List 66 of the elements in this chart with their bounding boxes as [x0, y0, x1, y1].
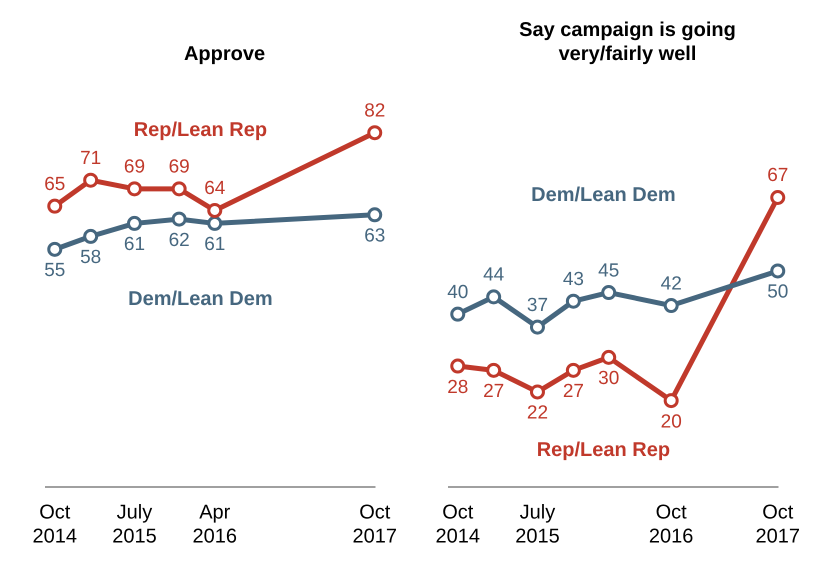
data-label: 27 — [483, 381, 504, 402]
x-tick-label: July 2015 — [112, 502, 157, 548]
data-label: 58 — [80, 247, 102, 268]
data-label: 45 — [598, 260, 620, 282]
data-label: 30 — [598, 368, 620, 390]
point — [486, 289, 502, 304]
series-label: Rep/Lean Rep — [536, 439, 670, 462]
data-label: 82 — [364, 100, 386, 122]
point — [172, 212, 187, 227]
x-tick-label: Oct 2017 — [756, 502, 800, 548]
x-tick-label: Oct 2017 — [352, 502, 398, 548]
point — [83, 228, 98, 244]
data-label: 65 — [44, 174, 66, 195]
data-label: 62 — [168, 230, 190, 251]
data-label: 67 — [767, 165, 788, 186]
point — [770, 190, 786, 206]
point — [47, 198, 62, 214]
data-label: 44 — [483, 264, 505, 286]
point — [566, 362, 581, 378]
point — [486, 362, 502, 378]
data-label: 61 — [204, 234, 226, 256]
data-label: 64 — [204, 178, 226, 200]
point — [47, 242, 62, 257]
point — [126, 216, 142, 231]
data-label: 55 — [44, 260, 66, 282]
data-label: 27 — [562, 381, 584, 402]
data-label: 20 — [660, 411, 682, 432]
data-label: 61 — [124, 234, 146, 256]
point — [367, 207, 382, 222]
x-tick-label: Oct 2016 — [648, 502, 694, 548]
data-label: 28 — [447, 376, 468, 398]
point — [664, 393, 679, 408]
chart-title: Approve — [182, 42, 266, 66]
point — [530, 320, 545, 335]
point — [450, 306, 466, 322]
point — [367, 125, 382, 140]
data-label: 69 — [124, 156, 146, 178]
point — [172, 181, 187, 196]
series-label: Rep/Lean Rep — [134, 119, 268, 142]
point — [207, 216, 222, 231]
point — [450, 358, 466, 374]
point — [601, 350, 616, 365]
text: Dem/Lean Dem — [531, 184, 676, 206]
point — [770, 263, 786, 278]
data-label: 42 — [660, 273, 682, 294]
x-tick-label: Oct 2014 — [32, 502, 78, 548]
point — [83, 172, 98, 188]
point — [601, 285, 616, 300]
data-label: 43 — [562, 268, 584, 290]
point — [566, 294, 581, 309]
x-tick-label: Oct 2014 — [436, 502, 480, 548]
point — [126, 181, 142, 196]
data-label: 37 — [526, 294, 548, 316]
data-label: 50 — [767, 282, 788, 303]
data-label: 22 — [526, 402, 548, 424]
point — [530, 384, 545, 400]
x-tick-label: July 2015 — [515, 502, 560, 548]
data-label: 40 — [447, 282, 468, 303]
data-label: 69 — [168, 156, 190, 178]
chart-title: Say campaign is going very/fairly well — [518, 18, 737, 66]
data-label: 63 — [364, 226, 386, 247]
text: Dem/Lean Dem — [128, 288, 273, 310]
x-tick-label: Apr 2016 — [192, 502, 238, 548]
point — [664, 298, 679, 314]
data-label: 71 — [80, 148, 102, 169]
point — [207, 202, 222, 218]
